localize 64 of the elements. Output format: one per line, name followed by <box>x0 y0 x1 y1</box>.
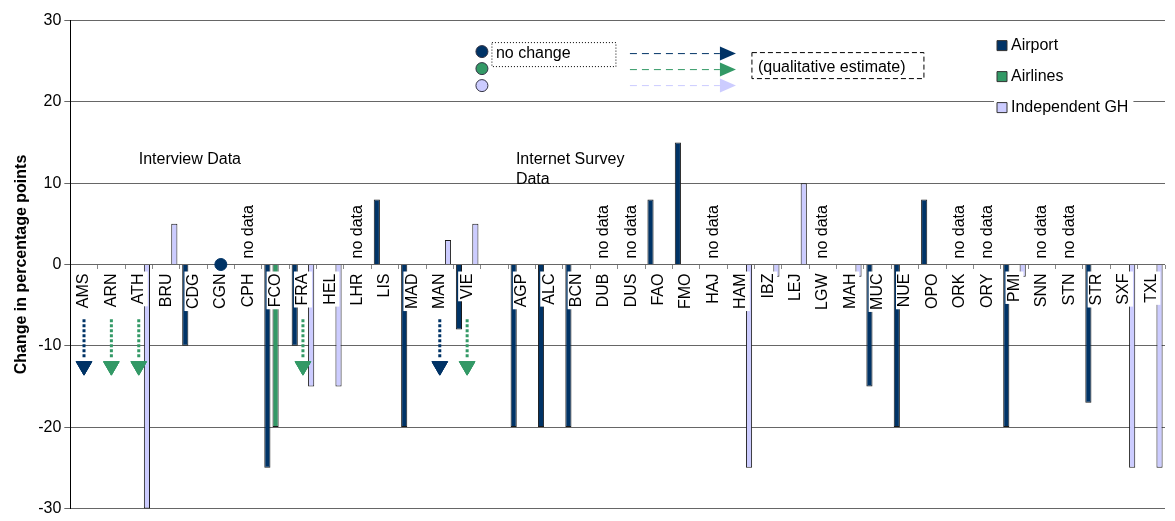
x-tick-label: MUC <box>868 273 886 310</box>
text: no data <box>977 205 995 259</box>
x-tick-label: SNN <box>1032 273 1050 308</box>
y-tick-label: 30 <box>43 11 62 29</box>
y-tick-label: -30 <box>38 498 62 516</box>
annotation: Internet Survey Data <box>515 150 625 188</box>
x-tick-label: AMS <box>74 273 92 309</box>
x-tick-label: IBZ <box>758 273 776 299</box>
y-tick-label: 20 <box>43 92 62 110</box>
legend-label: no change <box>495 43 571 61</box>
text: no data <box>1059 205 1077 259</box>
x-tick-label: HAJ <box>703 273 721 304</box>
annotation: Interview Data <box>138 150 242 168</box>
x-tick-label: FMO <box>676 273 694 310</box>
x-tick-label: FAO <box>649 273 667 306</box>
x-tick-label: CGN <box>211 273 229 310</box>
text: no data <box>1032 205 1050 259</box>
text: no data <box>950 205 968 259</box>
x-tick-label: TXL <box>1141 273 1159 303</box>
x-tick-label: VIE <box>457 273 475 300</box>
x-tick-label: STN <box>1059 273 1077 306</box>
x-tick-label: MAH <box>840 273 858 310</box>
x-tick-label: ORY <box>977 273 995 308</box>
x-tick-label: HEL <box>320 273 338 305</box>
y-axis-title: Change in percentage points <box>12 154 30 375</box>
x-tick-label: MAD <box>402 273 420 310</box>
x-tick-label: MAN <box>430 273 448 310</box>
legend-label: Independent GH <box>1011 98 1129 116</box>
x-tick-label: CPH <box>238 273 256 308</box>
x-tick-label: LIS <box>375 273 393 298</box>
text: no data <box>621 205 639 259</box>
legend-label: Airlines <box>1011 67 1064 85</box>
x-tick-label: ALC <box>539 273 557 305</box>
x-tick-label: HAM <box>731 273 749 310</box>
x-tick-label: LHR <box>348 273 366 306</box>
x-tick-label: AGP <box>512 273 530 308</box>
x-tick-label: ARN <box>101 273 119 308</box>
x-tick-label: SXF <box>1114 273 1132 305</box>
text: no data <box>703 205 721 259</box>
x-tick-label: FCO <box>265 273 283 308</box>
y-tick-label: -10 <box>38 336 62 354</box>
x-tick-label: DUB <box>594 273 612 308</box>
x-tick-label: ORK <box>950 273 968 309</box>
x-tick-label: CDG <box>183 273 201 310</box>
y-tick-label: 0 <box>52 254 62 272</box>
x-tick-label: NUE <box>895 273 913 308</box>
x-tick-label: LGW <box>813 272 831 310</box>
x-tick-label: BRU <box>156 273 174 308</box>
x-tick-label: OPO <box>922 273 940 310</box>
legend-label: Airport <box>1011 36 1059 54</box>
text: no data <box>238 205 256 259</box>
text: no data <box>594 205 612 259</box>
x-tick-label: DUS <box>621 273 639 308</box>
text: no data <box>813 205 831 259</box>
x-tick-label: PMI <box>1004 273 1022 302</box>
y-tick-label: 10 <box>43 173 62 191</box>
legend-label: (qualitative estimate) <box>757 57 906 75</box>
y-tick-label: -20 <box>38 417 62 435</box>
x-tick-label: FRA <box>293 273 311 306</box>
x-tick-label: BCN <box>567 273 585 308</box>
x-tick-label: ATH <box>129 273 147 305</box>
text: no data <box>348 205 366 259</box>
x-tick-label: LEJ <box>785 273 803 302</box>
x-tick-label: STR <box>1086 273 1104 306</box>
